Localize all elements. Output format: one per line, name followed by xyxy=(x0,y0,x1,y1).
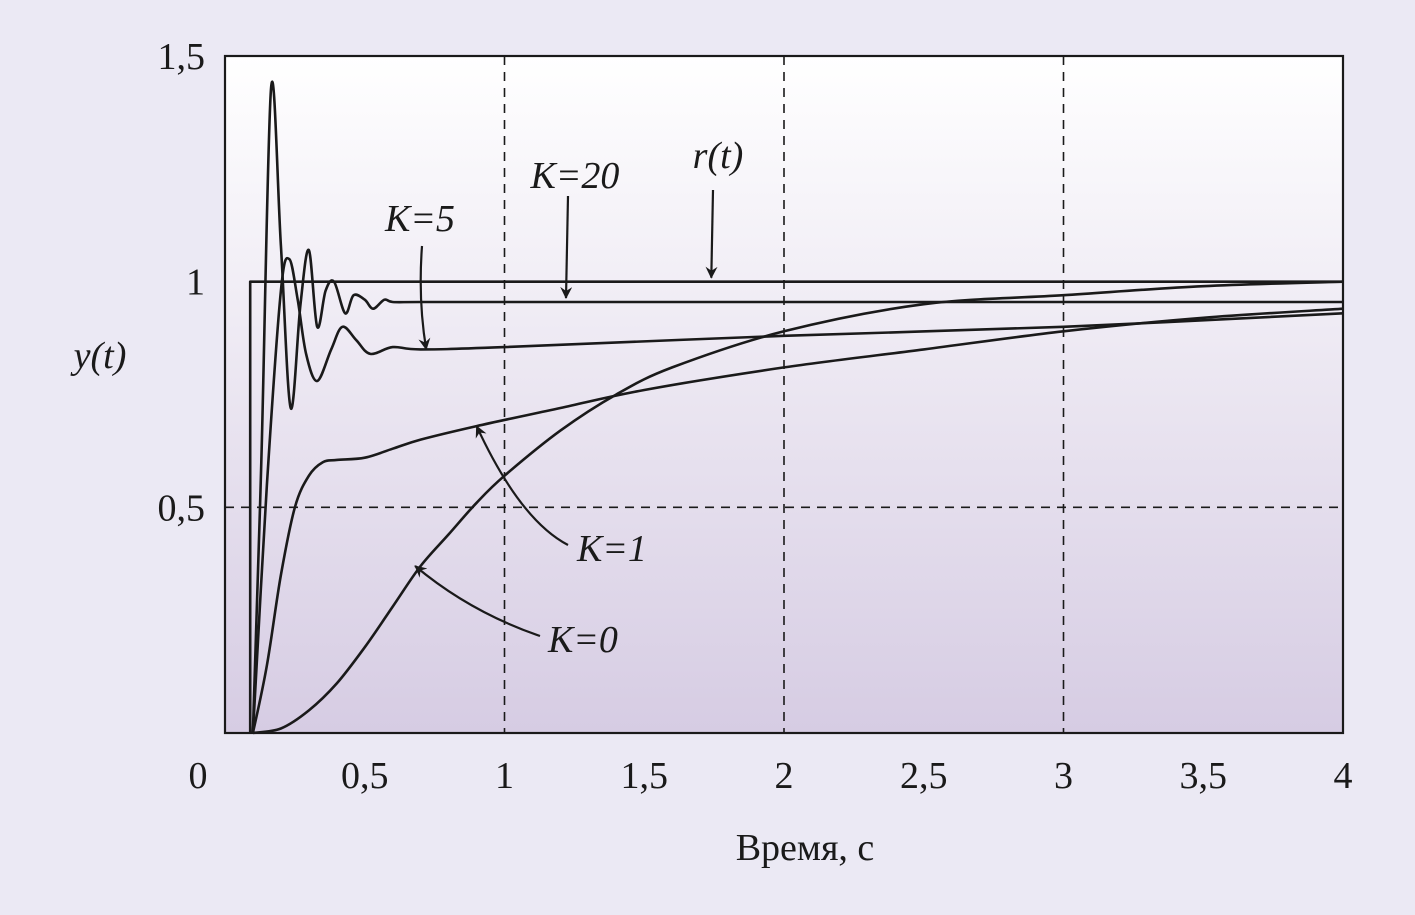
y-tick-label: 1 xyxy=(186,262,205,304)
x-tick-label: 4 xyxy=(1334,755,1353,797)
annotations: r(t) К=20 К=5 К=1 К=0 xyxy=(384,135,743,661)
annotation-label: К=20 xyxy=(530,155,620,197)
x-tick-label: 0 xyxy=(189,755,208,797)
y-axis-title: y(t) xyxy=(70,335,127,377)
annotation-arrow xyxy=(560,195,573,299)
series-k-5-line xyxy=(251,256,1344,734)
x-tick-label: 3 xyxy=(1054,755,1073,797)
x-tick-label: 2 xyxy=(775,755,794,797)
x-tick-label: 3,5 xyxy=(1180,755,1228,797)
annotation-label: К=5 xyxy=(384,198,455,240)
annotation-label: К=0 xyxy=(547,619,618,661)
annotation-arrow xyxy=(705,189,718,279)
curves xyxy=(248,80,1344,735)
x-tick-label: 1,5 xyxy=(621,755,669,797)
y-tick-label: 0,5 xyxy=(158,487,206,529)
x-tick-label: 0,5 xyxy=(341,755,389,797)
series-k-1-line xyxy=(251,307,1344,734)
series-k-20-line xyxy=(251,80,1343,734)
series-k-0-line xyxy=(252,280,1344,735)
tick-labels: 0 0,5 1 1,5 2 2,5 3 3,5 4 0,5 1 1,5 xyxy=(158,36,1353,797)
annotation-arrow xyxy=(414,565,541,638)
x-tick-label: 1 xyxy=(495,755,514,797)
y-tick-label: 1,5 xyxy=(158,36,206,78)
x-axis-title: Время, с xyxy=(736,827,875,869)
grid xyxy=(225,56,1343,733)
series-r-t-line xyxy=(248,280,1343,733)
annotation-label: К=1 xyxy=(576,528,647,570)
annotation-arrow xyxy=(475,425,569,546)
annotation-label: r(t) xyxy=(693,135,744,177)
x-tick-label: 2,5 xyxy=(900,755,948,797)
annotation-arrow xyxy=(418,245,431,351)
